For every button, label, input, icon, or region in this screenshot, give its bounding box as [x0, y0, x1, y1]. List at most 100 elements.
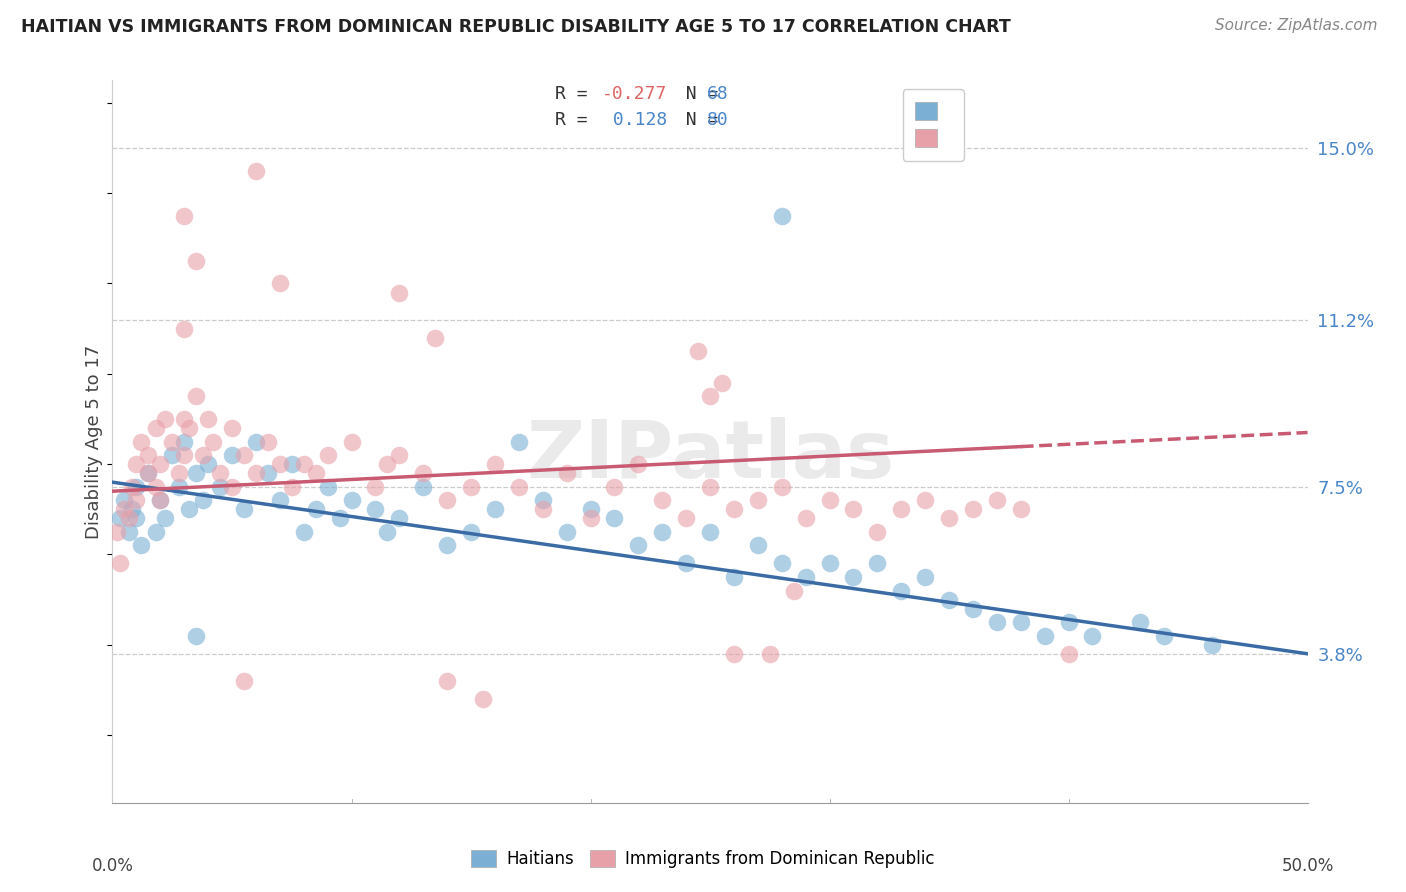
- Point: [233, 448, 256, 462]
- Point: [269, 277, 291, 291]
- Point: [169, 480, 191, 494]
- Point: [221, 421, 243, 435]
- Point: [177, 421, 200, 435]
- Point: [866, 524, 889, 539]
- Text: Source: ZipAtlas.com: Source: ZipAtlas.com: [1215, 18, 1378, 33]
- Point: [173, 209, 195, 223]
- Point: [121, 480, 143, 494]
- Point: [316, 480, 339, 494]
- Point: [436, 673, 458, 688]
- Point: [305, 502, 328, 516]
- Point: [364, 480, 387, 494]
- Point: [105, 524, 128, 539]
- Point: [173, 321, 195, 335]
- Point: [149, 493, 172, 508]
- Point: [193, 448, 215, 462]
- Point: [169, 466, 191, 480]
- Point: [555, 466, 578, 480]
- Point: [890, 583, 912, 598]
- Point: [711, 376, 734, 390]
- Point: [508, 434, 530, 449]
- Point: [842, 502, 865, 516]
- Point: [436, 538, 458, 552]
- Point: [364, 502, 387, 516]
- Point: [108, 511, 131, 525]
- Point: [651, 493, 673, 508]
- Point: [747, 538, 769, 552]
- Point: [138, 466, 160, 480]
- Point: [162, 448, 183, 462]
- Point: [531, 493, 554, 508]
- Point: [316, 448, 339, 462]
- Point: [1153, 629, 1175, 643]
- Point: [484, 502, 506, 516]
- Point: [699, 389, 721, 403]
- Point: [125, 511, 148, 525]
- Point: [770, 209, 793, 223]
- Point: [129, 434, 152, 449]
- Point: [938, 592, 960, 607]
- Text: 0.128: 0.128: [602, 112, 666, 129]
- Point: [125, 480, 148, 494]
- Text: HAITIAN VS IMMIGRANTS FROM DOMINICAN REPUBLIC DISABILITY AGE 5 TO 17 CORRELATION: HAITIAN VS IMMIGRANTS FROM DOMINICAN REP…: [21, 18, 1011, 36]
- Point: [1010, 502, 1032, 516]
- Point: [603, 480, 626, 494]
- Point: [209, 466, 232, 480]
- Point: [388, 285, 411, 300]
- Y-axis label: Disability Age 5 to 17: Disability Age 5 to 17: [84, 344, 103, 539]
- Point: [484, 457, 506, 471]
- Point: [579, 511, 602, 525]
- Point: [125, 457, 148, 471]
- Point: [962, 601, 984, 615]
- Point: [281, 480, 304, 494]
- Point: [193, 493, 215, 508]
- Point: [412, 466, 434, 480]
- Point: [914, 493, 936, 508]
- Point: [579, 502, 602, 516]
- Point: [153, 412, 176, 426]
- Point: [986, 615, 1008, 630]
- Point: [723, 502, 745, 516]
- Point: [1081, 629, 1104, 643]
- Point: [145, 524, 167, 539]
- Point: [173, 448, 195, 462]
- Point: [221, 448, 243, 462]
- Point: [153, 511, 176, 525]
- Point: [186, 253, 208, 268]
- Point: [245, 466, 267, 480]
- Point: [436, 493, 458, 508]
- Point: [388, 448, 411, 462]
- Point: [747, 493, 769, 508]
- Point: [340, 434, 363, 449]
- Point: [245, 434, 267, 449]
- Point: [221, 480, 243, 494]
- Point: [388, 511, 411, 525]
- Text: 80: 80: [707, 112, 728, 129]
- Point: [121, 502, 143, 516]
- Point: [233, 502, 256, 516]
- Point: [149, 457, 172, 471]
- Point: [412, 480, 434, 494]
- Point: [508, 480, 530, 494]
- Point: [1201, 638, 1223, 652]
- Point: [914, 570, 936, 584]
- Point: [1057, 647, 1080, 661]
- Point: [699, 524, 721, 539]
- Point: [118, 511, 141, 525]
- Point: [723, 570, 745, 584]
- Point: [162, 434, 183, 449]
- Point: [723, 647, 745, 661]
- Point: [197, 412, 219, 426]
- Point: [292, 457, 315, 471]
- Point: [794, 570, 817, 584]
- Point: [177, 502, 200, 516]
- Point: [292, 524, 315, 539]
- Point: [173, 434, 195, 449]
- Point: [257, 466, 280, 480]
- Legend: Haitians, Immigrants from Dominican Republic: Haitians, Immigrants from Dominican Repu…: [464, 843, 942, 875]
- Point: [818, 557, 841, 571]
- Point: [186, 466, 208, 480]
- Point: [472, 692, 495, 706]
- Point: [129, 538, 152, 552]
- Point: [108, 557, 131, 571]
